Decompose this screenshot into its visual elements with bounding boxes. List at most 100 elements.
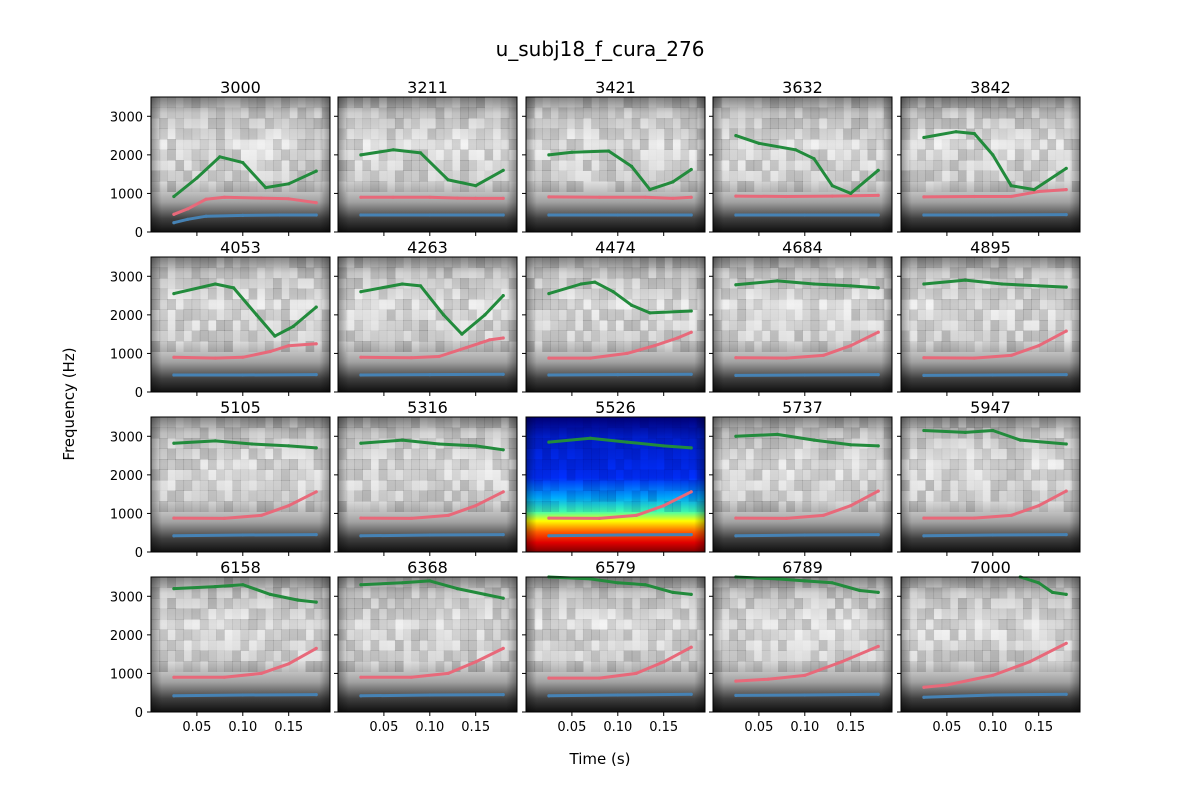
series-f1-point [241, 373, 245, 377]
series-f1-point [314, 213, 318, 217]
series-f2-point [172, 675, 176, 679]
y-tick-label: 2000 [110, 469, 143, 484]
series-f3-point [963, 430, 967, 434]
series-f3-point [172, 292, 176, 296]
series-f3-line [1018, 575, 1068, 596]
series-f3-point [734, 283, 738, 287]
series-f3-point [991, 153, 995, 157]
x-tick-label: 0.05 [932, 720, 961, 735]
series-f3-point [812, 157, 816, 161]
series-f2-point [689, 645, 693, 649]
panel-title: 3632 [782, 78, 823, 97]
series-f2-point [359, 516, 363, 520]
series-f2-point [689, 330, 693, 334]
series-f1-point [616, 533, 620, 537]
series-f2-point [922, 516, 926, 520]
series-f3-point [213, 585, 217, 589]
series-f1-point [1064, 373, 1068, 377]
series-f3-point [218, 155, 222, 159]
series-f3-line [172, 583, 318, 604]
series-f1-point [241, 213, 245, 217]
panel-title: 5526 [595, 398, 636, 417]
series-f1-point [922, 695, 926, 699]
series-f2-point [689, 195, 693, 199]
series-f2-point [437, 354, 441, 359]
series-f2-line [359, 336, 505, 360]
series-f2-point [849, 504, 853, 508]
series-f1-point [547, 213, 551, 217]
series-f2-line [172, 342, 318, 360]
panel-title: 4263 [407, 238, 448, 257]
series-f1-point [186, 217, 190, 221]
series-f2-line [547, 195, 693, 200]
x-tick-label: 0.05 [744, 720, 773, 735]
series-f3-point [314, 446, 318, 450]
series-f1-line [359, 693, 505, 698]
series-f1-point [803, 533, 807, 537]
series-f2-point [922, 195, 926, 199]
panel-title: 4895 [970, 238, 1011, 257]
series-f3-point [757, 141, 761, 145]
series-f3-point [849, 191, 853, 195]
panel-title: 3211 [407, 78, 448, 97]
series-f1-point [689, 692, 693, 696]
x-tick-label: 0.10 [415, 720, 444, 735]
figure-title: u_subj18_f_cura_276 [496, 37, 705, 61]
panel-frame [150, 256, 331, 393]
series-f1-point [922, 534, 926, 538]
series-f2-point [734, 679, 738, 683]
series-f2-point [222, 675, 226, 679]
series-f2-point [501, 646, 505, 651]
series-f3-point [442, 313, 446, 317]
panel-3000: 3000 0 1000 2000 3000 [110, 78, 331, 241]
y-tick-label: 1000 [110, 667, 143, 682]
series-f1-point [428, 693, 432, 697]
series-f2-point [172, 212, 176, 216]
series-f2-point [972, 356, 977, 360]
panel-5737: 5737 [709, 398, 893, 556]
series-f3-point [419, 284, 423, 288]
series-f3-point [662, 444, 666, 448]
series-f3-point [1032, 188, 1036, 192]
series-f3-point [273, 334, 277, 338]
panel-6368: 6368 0.05 0.10 0.15 [334, 558, 518, 735]
panel-title: 5105 [220, 398, 261, 417]
y-tick-label: 3000 [110, 110, 143, 125]
series-f3-line [547, 575, 693, 596]
series-f3-point [474, 444, 478, 448]
series-f2-point [186, 207, 190, 211]
panel-frame [712, 256, 893, 393]
series-f2-point [547, 516, 551, 520]
panel-title: 4474 [595, 238, 636, 257]
series-f1-point [1064, 533, 1068, 537]
y-tick-label: 0 [135, 546, 143, 561]
series-f2-point [259, 671, 263, 676]
series-f2-point [359, 195, 363, 199]
series-f1-point [501, 372, 505, 376]
x-tick-label: 0.10 [603, 720, 632, 735]
panel-frame [337, 416, 518, 553]
panel-frame [150, 576, 331, 713]
series-f3-point [689, 446, 693, 450]
series-f2-point [784, 356, 789, 360]
panel-4474: 4474 [522, 238, 706, 396]
series-f2-point [409, 516, 413, 521]
series-f1-line [359, 372, 505, 377]
series-f3-point [830, 184, 834, 188]
panel-frame [150, 96, 331, 233]
series-f3-point [314, 305, 318, 309]
series-f3-point [963, 278, 967, 282]
series-f3-point [991, 428, 995, 433]
series-f3-point [172, 587, 176, 591]
series-f2-point [675, 336, 680, 340]
series-f3-point [588, 577, 592, 581]
series-f1-point [172, 373, 176, 377]
series-f1-line [734, 373, 880, 377]
series-f2-point [734, 194, 738, 198]
x-tick-label: 0.05 [369, 720, 398, 735]
series-f3-point [1037, 284, 1041, 288]
series-f3-point [734, 434, 738, 438]
series-f1-line [172, 693, 318, 698]
series-f3-point [547, 153, 551, 157]
